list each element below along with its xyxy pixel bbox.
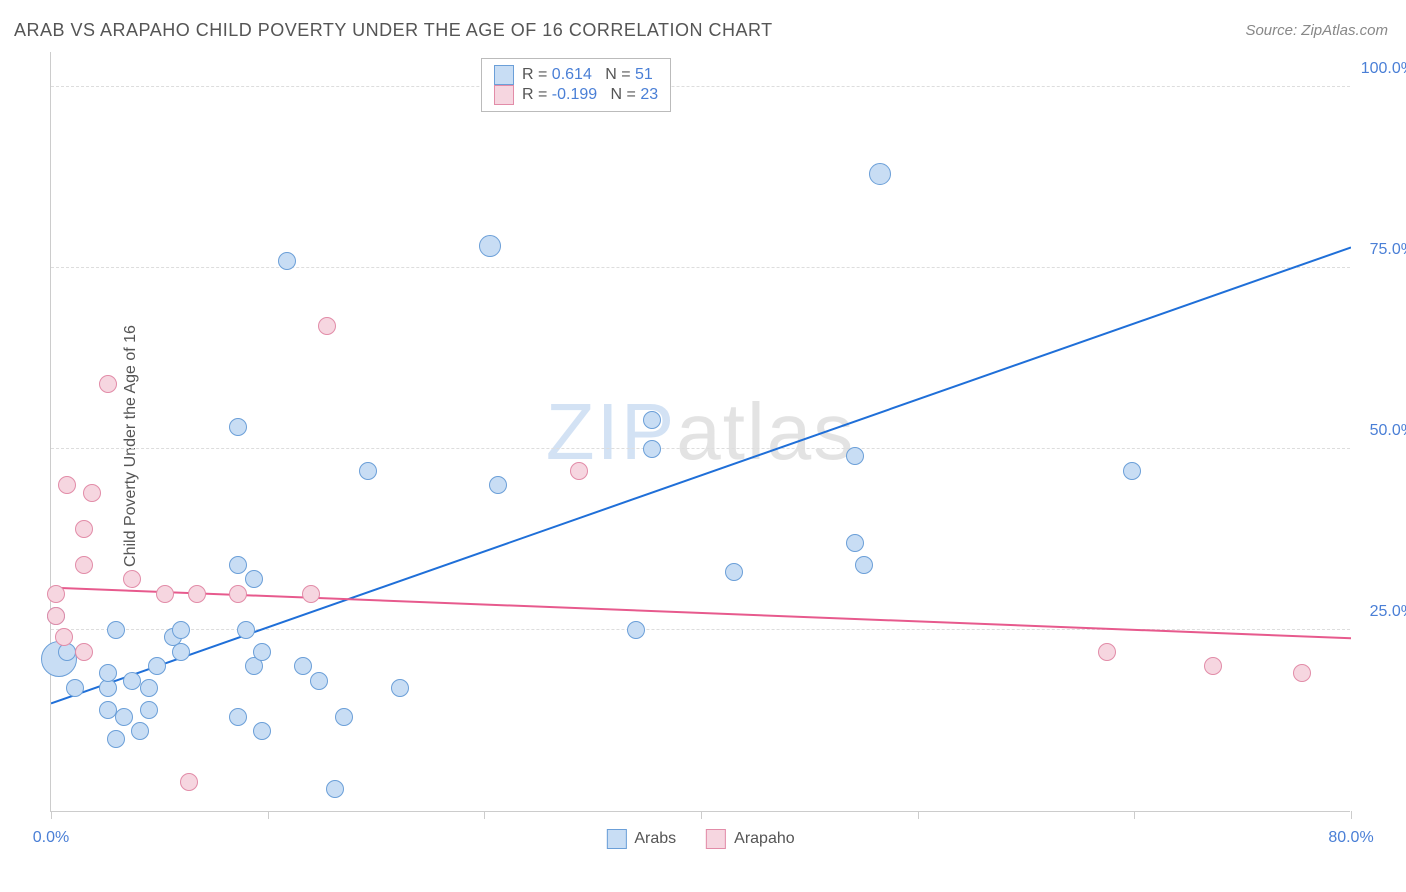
data-point	[391, 679, 409, 697]
data-point	[237, 621, 255, 639]
data-point	[75, 520, 93, 538]
data-point	[99, 375, 117, 393]
data-point	[172, 621, 190, 639]
data-point	[131, 722, 149, 740]
data-point	[869, 163, 891, 185]
chart-title: ARAB VS ARAPAHO CHILD POVERTY UNDER THE …	[14, 20, 773, 41]
data-point	[326, 780, 344, 798]
data-point	[229, 708, 247, 726]
x-tick	[1134, 811, 1135, 819]
data-point	[55, 628, 73, 646]
data-point	[123, 570, 141, 588]
data-point	[855, 556, 873, 574]
correlation-text: R = -0.199 N = 23	[522, 86, 658, 104]
x-tick-label: 0.0%	[33, 829, 69, 847]
gridline	[51, 267, 1350, 268]
data-point	[47, 585, 65, 603]
data-point	[75, 556, 93, 574]
legend-item: Arapaho	[706, 829, 795, 849]
data-point	[107, 730, 125, 748]
chart-container: ARAB VS ARAPAHO CHILD POVERTY UNDER THE …	[0, 0, 1406, 892]
data-point	[156, 585, 174, 603]
correlation-row: R = -0.199 N = 23	[494, 85, 658, 105]
legend-item: Arabs	[606, 829, 676, 849]
x-tick	[484, 811, 485, 819]
data-point	[253, 643, 271, 661]
data-point	[229, 556, 247, 574]
legend-swatch	[494, 85, 514, 105]
data-point	[140, 679, 158, 697]
data-point	[489, 476, 507, 494]
data-point	[140, 701, 158, 719]
data-point	[229, 585, 247, 603]
correlation-row: R = 0.614 N = 51	[494, 65, 658, 85]
trend-overlay	[51, 52, 1351, 812]
y-tick-label: 100.0%	[1361, 60, 1406, 78]
data-point	[245, 570, 263, 588]
x-tick	[1351, 811, 1352, 819]
data-point	[1204, 657, 1222, 675]
data-point	[479, 235, 501, 257]
data-point	[310, 672, 328, 690]
watermark: ZIPatlas	[546, 386, 855, 478]
data-point	[47, 607, 65, 625]
data-point	[1293, 664, 1311, 682]
legend-swatch	[706, 829, 726, 849]
y-tick-label: 25.0%	[1370, 603, 1406, 621]
legend-label: Arabs	[634, 830, 676, 848]
data-point	[107, 621, 125, 639]
plot-area: ZIPatlas 25.0%50.0%75.0%100.0%0.0%80.0%R…	[50, 52, 1350, 812]
x-tick	[701, 811, 702, 819]
watermark-atlas: atlas	[676, 387, 855, 476]
data-point	[318, 317, 336, 335]
data-point	[253, 722, 271, 740]
data-point	[148, 657, 166, 675]
watermark-zip: ZIP	[546, 387, 676, 476]
gridline	[51, 86, 1350, 87]
data-point	[294, 657, 312, 675]
x-tick	[268, 811, 269, 819]
correlation-text: R = 0.614 N = 51	[522, 66, 653, 84]
data-point	[229, 418, 247, 436]
source-attribution: Source: ZipAtlas.com	[1245, 22, 1388, 39]
x-tick	[918, 811, 919, 819]
data-point	[725, 563, 743, 581]
data-point	[846, 447, 864, 465]
x-tick-label: 80.0%	[1328, 829, 1373, 847]
data-point	[570, 462, 588, 480]
y-tick-label: 75.0%	[1370, 241, 1406, 259]
data-point	[1098, 643, 1116, 661]
gridline	[51, 448, 1350, 449]
data-point	[302, 585, 320, 603]
data-point	[75, 643, 93, 661]
data-point	[335, 708, 353, 726]
data-point	[188, 585, 206, 603]
data-point	[180, 773, 198, 791]
data-point	[99, 664, 117, 682]
legend-swatch	[494, 65, 514, 85]
data-point	[359, 462, 377, 480]
data-point	[278, 252, 296, 270]
data-point	[627, 621, 645, 639]
data-point	[643, 440, 661, 458]
legend-label: Arapaho	[734, 830, 795, 848]
data-point	[846, 534, 864, 552]
data-point	[1123, 462, 1141, 480]
data-point	[643, 411, 661, 429]
data-point	[66, 679, 84, 697]
data-point	[58, 476, 76, 494]
y-tick-label: 50.0%	[1370, 422, 1406, 440]
correlation-legend: R = 0.614 N = 51 R = -0.199 N = 23	[481, 58, 671, 112]
data-point	[115, 708, 133, 726]
x-tick	[51, 811, 52, 819]
data-point	[83, 484, 101, 502]
legend-swatch	[606, 829, 626, 849]
data-point	[172, 643, 190, 661]
series-legend: Arabs Arapaho	[606, 829, 794, 849]
